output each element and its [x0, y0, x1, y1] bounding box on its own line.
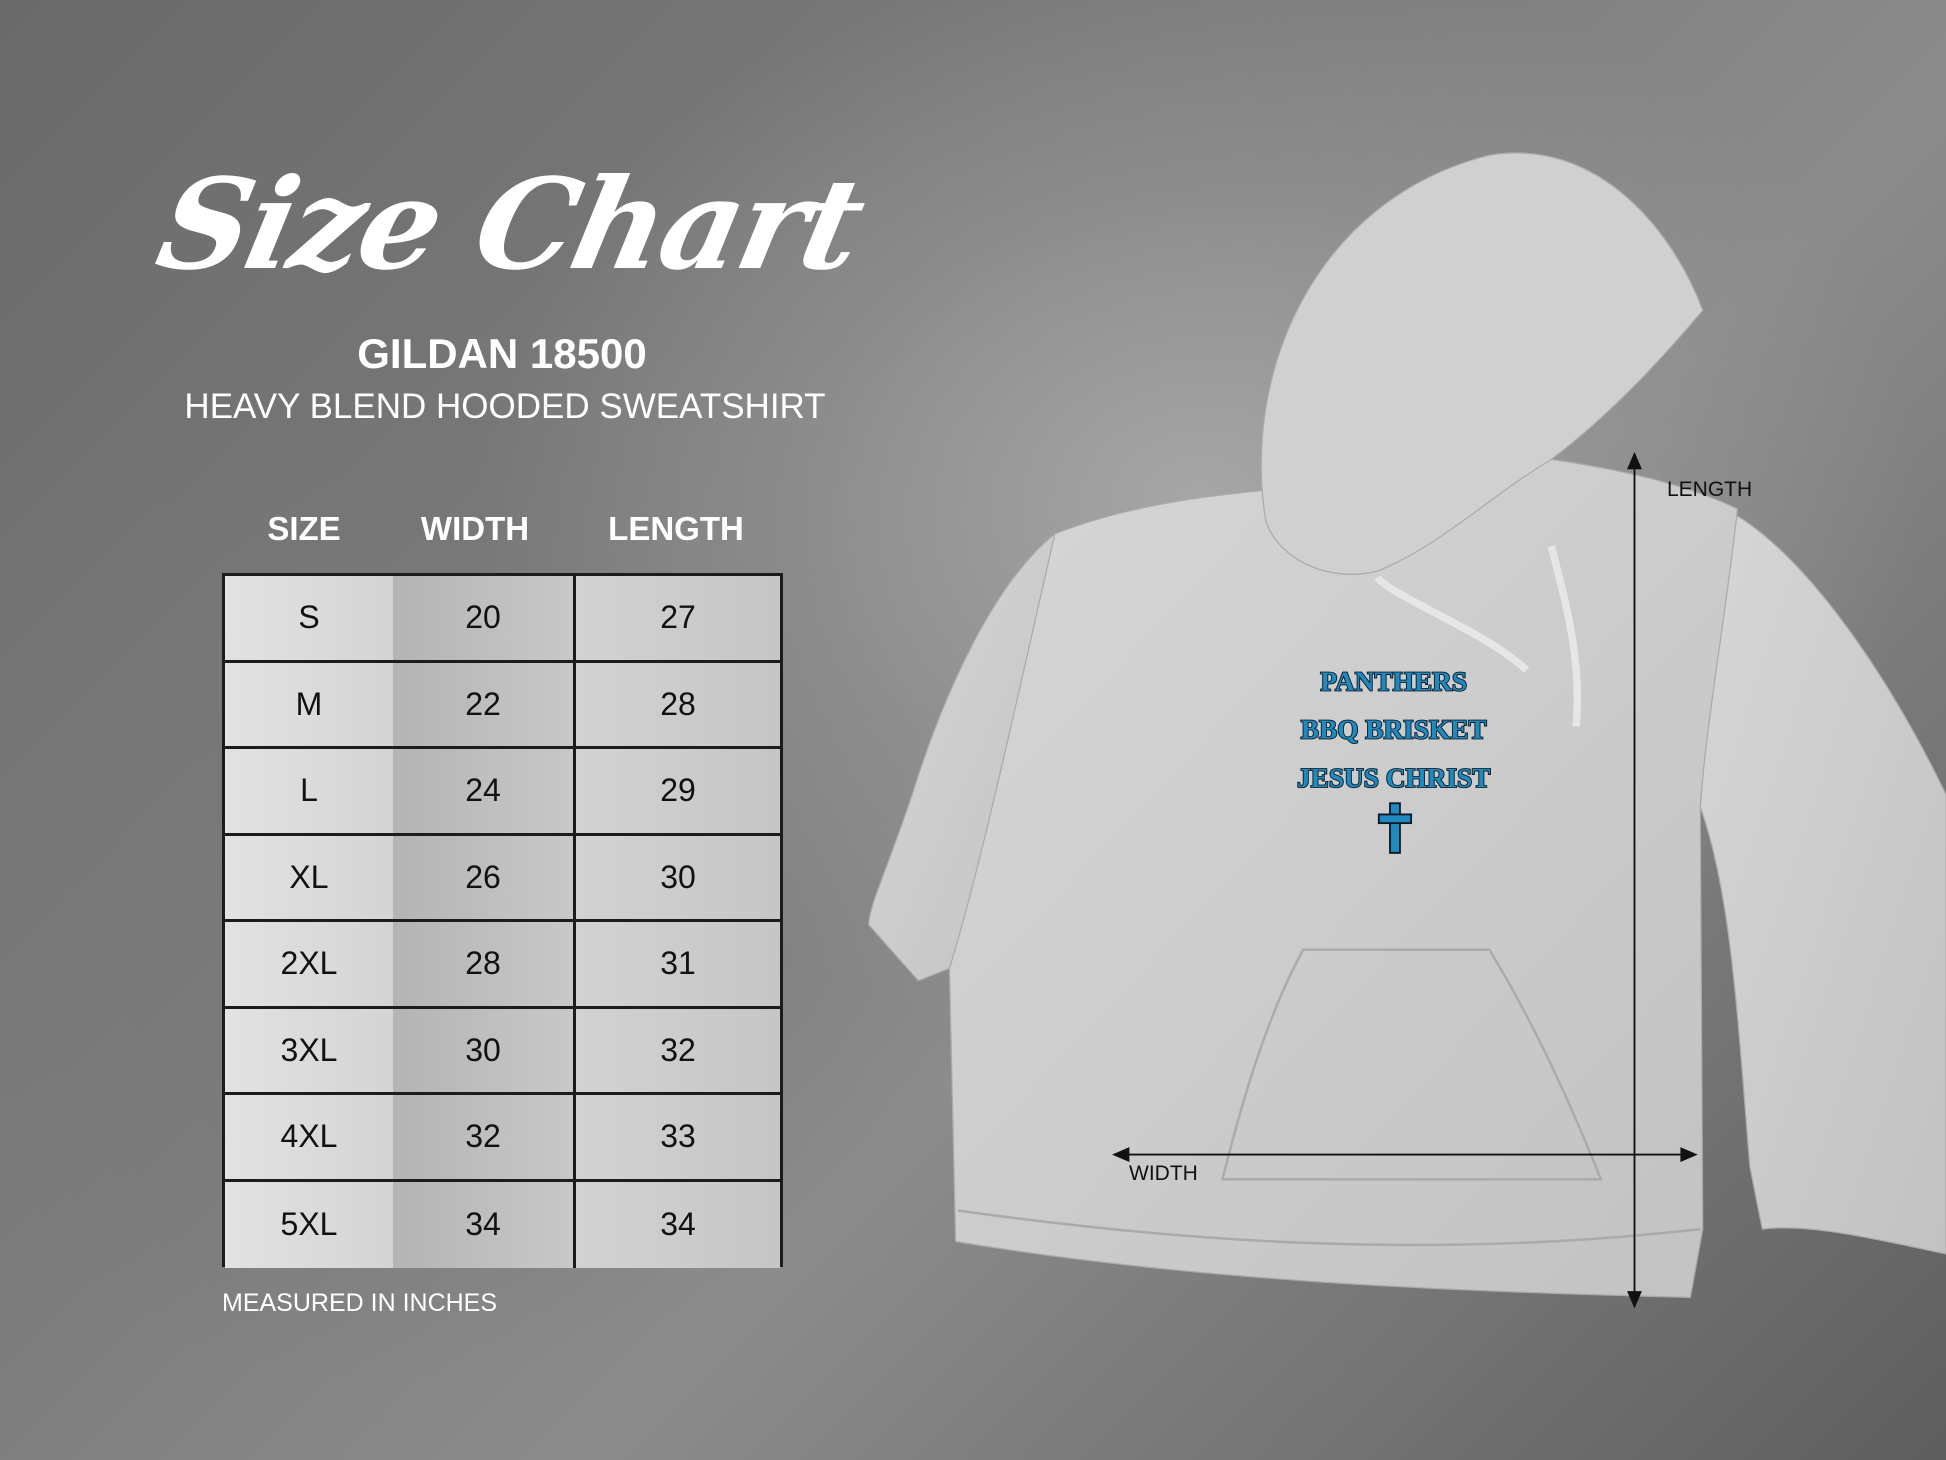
table-row: L 24 29 — [225, 749, 780, 836]
length-label: LENGTH — [1667, 478, 1753, 501]
cell-width: 30 — [393, 1008, 576, 1092]
table-row: 2XL 28 31 — [225, 922, 780, 1009]
print-line-1: PANTHERS — [1320, 666, 1467, 696]
length-arrow — [1627, 451, 1642, 1309]
cell-size: 2XL — [225, 922, 393, 1006]
cell-width: 26 — [393, 835, 576, 919]
width-label: WIDTH — [1129, 1162, 1198, 1185]
cell-width: 32 — [393, 1095, 576, 1179]
cell-width: 34 — [393, 1181, 576, 1268]
hood — [1260, 152, 1704, 575]
table-row: 5XL 34 34 — [225, 1181, 780, 1268]
cell-length: 29 — [576, 749, 780, 833]
product-name: HEAVY BLEND HOODED SWEATSHIRT — [184, 387, 826, 426]
cell-length: 32 — [576, 1008, 780, 1092]
brand-model: GILDAN 18500 — [357, 330, 647, 377]
cell-width: 24 — [393, 749, 576, 833]
table-row: XL 26 30 — [225, 835, 780, 922]
hoodie-body — [948, 458, 1739, 1298]
cell-width: 20 — [393, 576, 576, 660]
print-line-3: JESUS CHRIST — [1297, 763, 1490, 793]
table-row: M 22 28 — [225, 662, 780, 749]
table-row: 4XL 32 33 — [225, 1095, 780, 1182]
header-width: WIDTH — [420, 510, 530, 547]
size-table: S 20 27 M 22 28 L 24 29 XL 26 30 2XL 28 31 3XL 30 32 4XL 32… — [222, 573, 783, 1268]
cell-length: 30 — [576, 835, 780, 919]
header-length: LENGTH — [608, 510, 744, 547]
table-row: S 20 27 — [225, 576, 780, 663]
cell-length: 31 — [576, 922, 780, 1006]
cell-size: XL — [225, 835, 393, 919]
cell-length: 33 — [576, 1095, 780, 1179]
cell-length: 28 — [576, 662, 780, 746]
right-sleeve — [1699, 508, 1946, 1255]
cell-size: S — [225, 576, 393, 660]
cell-size: L — [225, 749, 393, 833]
table-row: 3XL 30 32 — [225, 1008, 780, 1095]
cell-width: 22 — [393, 662, 576, 746]
cell-length: 27 — [576, 576, 780, 660]
cell-size: 5XL — [225, 1181, 393, 1268]
kangaroo-pocket — [1220, 948, 1603, 1181]
cell-size: 4XL — [225, 1095, 393, 1179]
hem — [957, 1209, 1701, 1247]
measurement-note: MEASURED IN INCHES — [222, 1289, 498, 1317]
cell-size: M — [225, 662, 393, 746]
drawstring-right — [1547, 545, 1582, 727]
header-size: SIZE — [267, 510, 341, 547]
cell-length: 34 — [576, 1181, 780, 1268]
drawstring-left — [1374, 574, 1530, 674]
cell-size: 3XL — [225, 1008, 393, 1092]
print-line-2: BBQ BRISKET — [1301, 715, 1487, 745]
cell-width: 28 — [393, 922, 576, 1006]
cross-icon — [1377, 802, 1413, 854]
width-arrow — [1112, 1147, 1698, 1163]
